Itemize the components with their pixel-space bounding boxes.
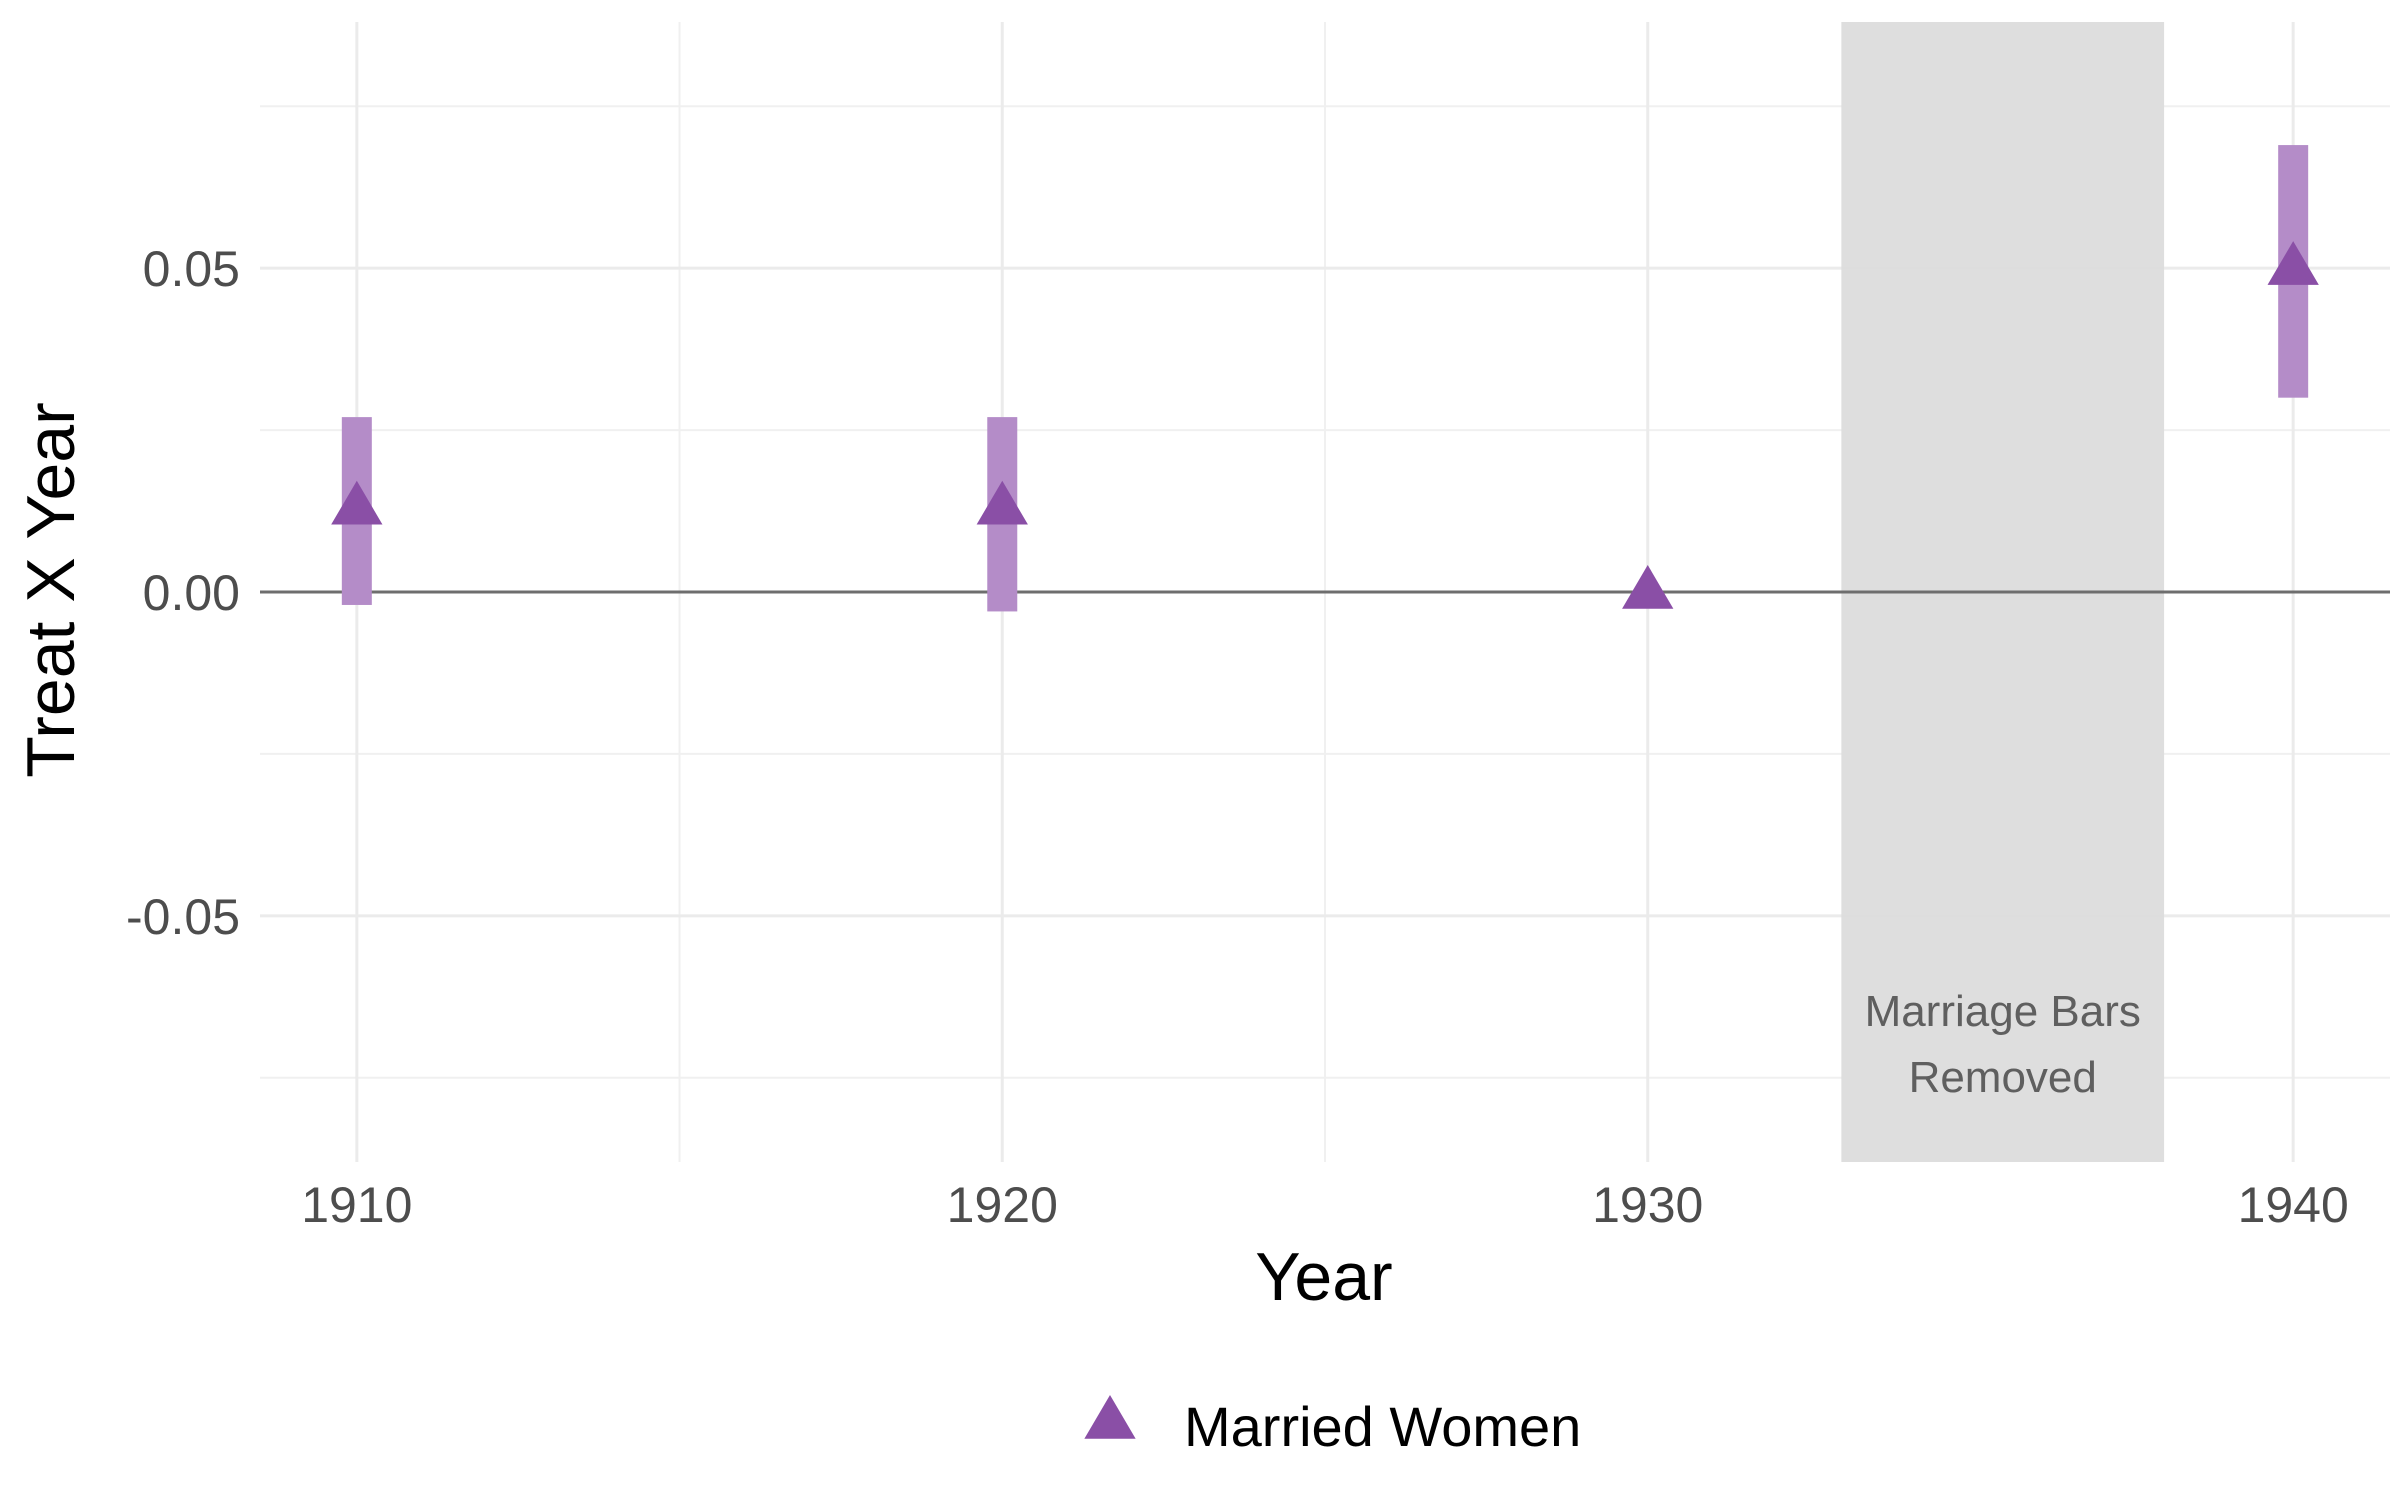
x-tick-label: 1930: [1592, 1177, 1703, 1233]
y-tick-label: 0.05: [143, 241, 240, 297]
shaded-region-label: Removed: [1909, 1053, 2097, 1102]
y-tick-label: 0.00: [143, 565, 240, 621]
annotation-group: Marriage Bars Removed: [1865, 987, 2141, 1102]
y-tick-label: -0.05: [126, 889, 240, 945]
legend: Married Women: [1084, 1395, 1581, 1458]
x-tick-label: 1910: [301, 1177, 412, 1233]
legend-key-triangle: [1084, 1395, 1136, 1439]
y-axis-title: Treat X Year: [13, 402, 89, 778]
data-point-triangle: [1622, 565, 1674, 609]
data-point-triangle: [2267, 241, 2319, 285]
y-tick-labels: -0.05 0.00 0.05: [126, 241, 240, 945]
data-point-triangle: [331, 480, 383, 525]
legend-label: Married Women: [1184, 1395, 1581, 1458]
data-point-triangle: [976, 480, 1028, 525]
shaded-region-label: Marriage Bars: [1865, 987, 2141, 1036]
x-tick-label: 1920: [947, 1177, 1058, 1233]
x-axis-title: Year: [1255, 1239, 1392, 1315]
x-tick-label: 1940: [2238, 1177, 2349, 1233]
points-group: [331, 241, 2319, 609]
x-tick-labels: 1910 1920 1930 1940: [301, 1177, 2349, 1233]
